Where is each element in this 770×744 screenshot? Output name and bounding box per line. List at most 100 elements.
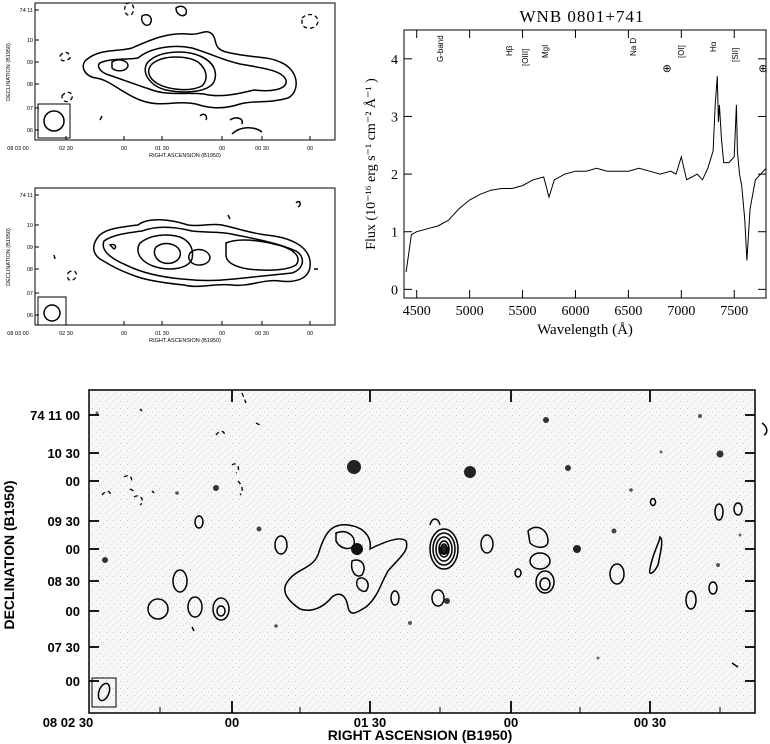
star <box>573 545 581 553</box>
y-ticks: 74 11 10 09 08 07 06 <box>20 193 39 319</box>
spectral-line-label: Hα <box>709 41 718 52</box>
radio-contour-map-top: 74 11 10 09 08 07 06 08 03 00 02 30 00 01 30 00 00… <box>6 2 336 159</box>
beam-ellipse <box>43 110 65 132</box>
star <box>659 450 663 454</box>
plot-frame <box>403 29 767 299</box>
x-tick-label: 00 <box>219 331 225 337</box>
spectral-line-label: [SII] <box>731 48 740 62</box>
y-tick-label: 07 30 <box>47 640 80 655</box>
contour-group <box>53 200 318 288</box>
x-tick-label: 00 <box>225 715 239 730</box>
x-tick-label: 00 <box>307 146 313 152</box>
y-tick-label: 2 <box>391 168 398 183</box>
y-tick-label: 00 <box>66 542 80 557</box>
spectral-line-label: Hβ <box>505 45 514 56</box>
x-tick-label: 01 30 <box>354 715 387 730</box>
x-tick-label: 00 <box>307 331 313 337</box>
star <box>256 526 262 532</box>
star <box>274 624 278 628</box>
y-ticks: 74 11 10 09 08 07 06 <box>20 8 39 134</box>
x-ticks: 08 03 00 02 30 00 01 30 00 00 30 00 <box>7 321 313 337</box>
star <box>611 528 617 534</box>
x-tick-label: 00 <box>219 146 225 152</box>
x-tick-label: 6000 <box>561 304 589 319</box>
star <box>716 563 720 567</box>
spectral-line-label: ⊕ <box>662 63 671 75</box>
x-axis-label: RIGHT ASCENSION (B1950) <box>328 727 513 743</box>
x-tick-label: 4500 <box>403 304 431 319</box>
beam-ellipse <box>97 682 111 702</box>
y-tick-label: 07 <box>27 106 33 112</box>
y-tick-label: 3 <box>391 110 398 125</box>
x-tick-label: 5000 <box>456 304 484 319</box>
y-tick-label: 07 <box>27 291 33 297</box>
y-tick-label: 10 <box>27 38 33 44</box>
x-tick-label: 00 <box>121 331 127 337</box>
star <box>698 414 702 418</box>
spectral-line-label: G-band <box>436 35 445 62</box>
x-tick-label: 00 <box>121 146 127 152</box>
line-labels: G-band Hβ [OIII] MgI Na D ⊕ [OI] Hα [SII] ⊕ <box>436 35 768 75</box>
x-tick-label: 00 30 <box>634 715 667 730</box>
x-axis-label: RIGHT ASCENSION (B1950) <box>149 153 221 159</box>
star <box>213 485 219 491</box>
x-tick-label: 00 30 <box>255 146 269 152</box>
y-tick-label: 74 11 00 <box>30 408 80 423</box>
x-tick-label: 00 30 <box>255 331 269 337</box>
y-tick-label: 00 <box>66 604 80 619</box>
beam-box <box>37 296 67 326</box>
star <box>596 656 600 660</box>
optical-background <box>89 390 755 713</box>
star <box>347 460 361 474</box>
star <box>464 466 476 478</box>
x-ticks: 08 03 00 02 30 00 01 30 00 00 30 00 <box>7 136 313 152</box>
y-tick-label: 00 <box>66 474 80 489</box>
y-tick-label: 09 <box>27 60 33 66</box>
y-tick-label: 10 30 <box>47 446 80 461</box>
star <box>738 533 742 537</box>
beam-box <box>37 103 71 139</box>
spectral-line-label: [OI] <box>677 45 686 58</box>
x-tick-label: 08 02 30 <box>43 715 94 730</box>
map-frame <box>34 2 336 141</box>
y-tick-label: 06 <box>27 128 33 134</box>
star <box>351 543 363 555</box>
star <box>95 411 99 415</box>
spectral-line-label: [OIII] <box>521 49 530 66</box>
y-tick-label: 1 <box>391 226 398 241</box>
radio-contour-map-bottom: 74 11 10 09 08 07 06 08 03 00 02 30 00 01 30 00 00… <box>6 187 336 344</box>
y-tick-label: 4 <box>391 53 398 68</box>
x-axis-label: RIGHT ASCENSION (B1950) <box>149 338 221 344</box>
beam-box <box>91 677 117 708</box>
x-tick-label: 7000 <box>667 304 695 319</box>
y-tick-label: 08 <box>27 82 33 88</box>
x-tick-label: 08 03 00 <box>7 146 28 152</box>
star <box>543 417 549 423</box>
y-axis-label: Flux (10⁻¹⁶ erg s⁻¹ cm⁻² Å⁻¹ ) <box>363 78 379 250</box>
x-axis-label: Wavelength (Å) <box>537 322 633 338</box>
beam-ellipse <box>43 304 61 322</box>
y-tick-label: 06 <box>27 313 33 319</box>
y-tick-label: 10 <box>27 223 33 229</box>
y-tick-label: 74 11 <box>20 8 33 14</box>
spectrum-series-line <box>405 76 767 273</box>
star <box>408 621 412 625</box>
x-tick-label: 02 30 <box>59 331 73 337</box>
contour-group <box>59 2 319 135</box>
panel-frame <box>88 389 756 714</box>
star <box>175 491 179 495</box>
axis-ticks: 74 11 00 10 30 00 09 30 00 08 30 00 07 30 00 08 0… <box>30 390 755 730</box>
x-tick-label: 00 <box>504 715 518 730</box>
x-tick-label: 08 03 00 <box>7 331 28 337</box>
y-tick-label: 09 30 <box>47 514 80 529</box>
contour-group <box>101 392 768 668</box>
y-axis-label: DECLINATION (B1950) <box>1 480 17 629</box>
map-frame <box>34 187 336 326</box>
y-tick-label: 08 <box>27 267 33 273</box>
chart-title: WNB 0801+741 <box>520 7 645 26</box>
y-tick-label: 08 30 <box>47 574 80 589</box>
y-axis-label: DECLINATION (B1950) <box>6 43 12 101</box>
y-tick-label: 00 <box>66 674 80 689</box>
x-tick-label: 7500 <box>720 304 748 319</box>
